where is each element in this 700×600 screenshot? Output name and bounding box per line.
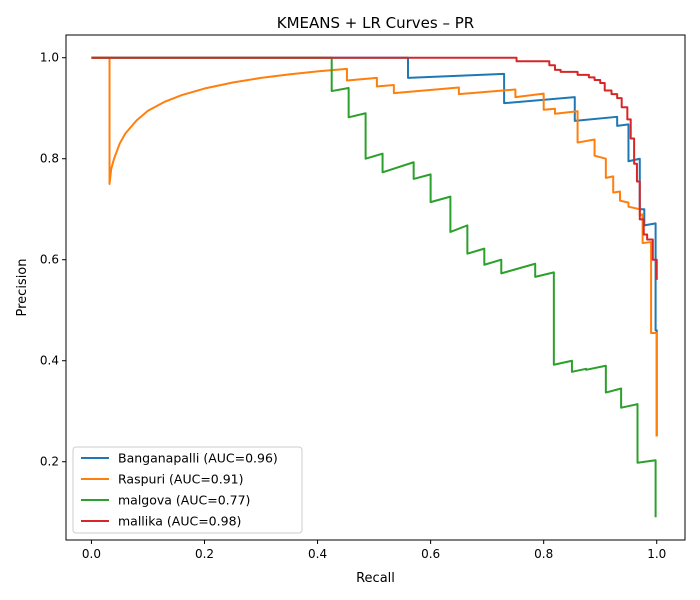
legend-box [72,446,303,534]
y-tick-label: 0.2 [40,455,59,469]
x-axis-label: Recall [356,571,395,586]
legend-label-0: Banganapalli (AUC=0.96) [118,451,278,466]
chart-title: KMEANS + LR Curves – PR [277,14,474,32]
plot-frame [65,34,686,541]
legend-label-1: Raspuri (AUC=0.91) [118,472,244,487]
legend-label-3: mallika (AUC=0.98) [118,514,241,529]
series-line-1 [91,56,658,437]
y-tick-label: 0.6 [40,253,59,267]
series-line-2 [91,56,657,518]
x-tick-label: 0.0 [82,547,101,561]
series-line-0 [91,56,658,437]
x-tick-label: 0.6 [421,547,440,561]
y-axis-label: Precision [15,258,30,316]
y-tick-label: 0.4 [40,354,59,368]
x-tick-label: 0.8 [534,547,553,561]
y-axis-ticks: 0.2 0.4 0.6 0.8 1.0 [40,51,66,469]
x-tick-label: 0.2 [195,547,214,561]
x-axis-ticks: 0.0 0.2 0.4 0.6 0.8 1.0 [82,540,666,561]
series-line-3 [91,56,658,280]
legend: Banganapalli (AUC=0.96) Raspuri (AUC=0.91… [72,446,303,534]
x-tick-label: 0.4 [308,547,327,561]
y-tick-label: 0.8 [40,152,59,166]
legend-label-2: malgova (AUC=0.77) [118,493,250,508]
x-tick-label: 1.0 [647,547,666,561]
y-tick-label: 1.0 [40,51,59,65]
curves-layer [91,56,658,518]
